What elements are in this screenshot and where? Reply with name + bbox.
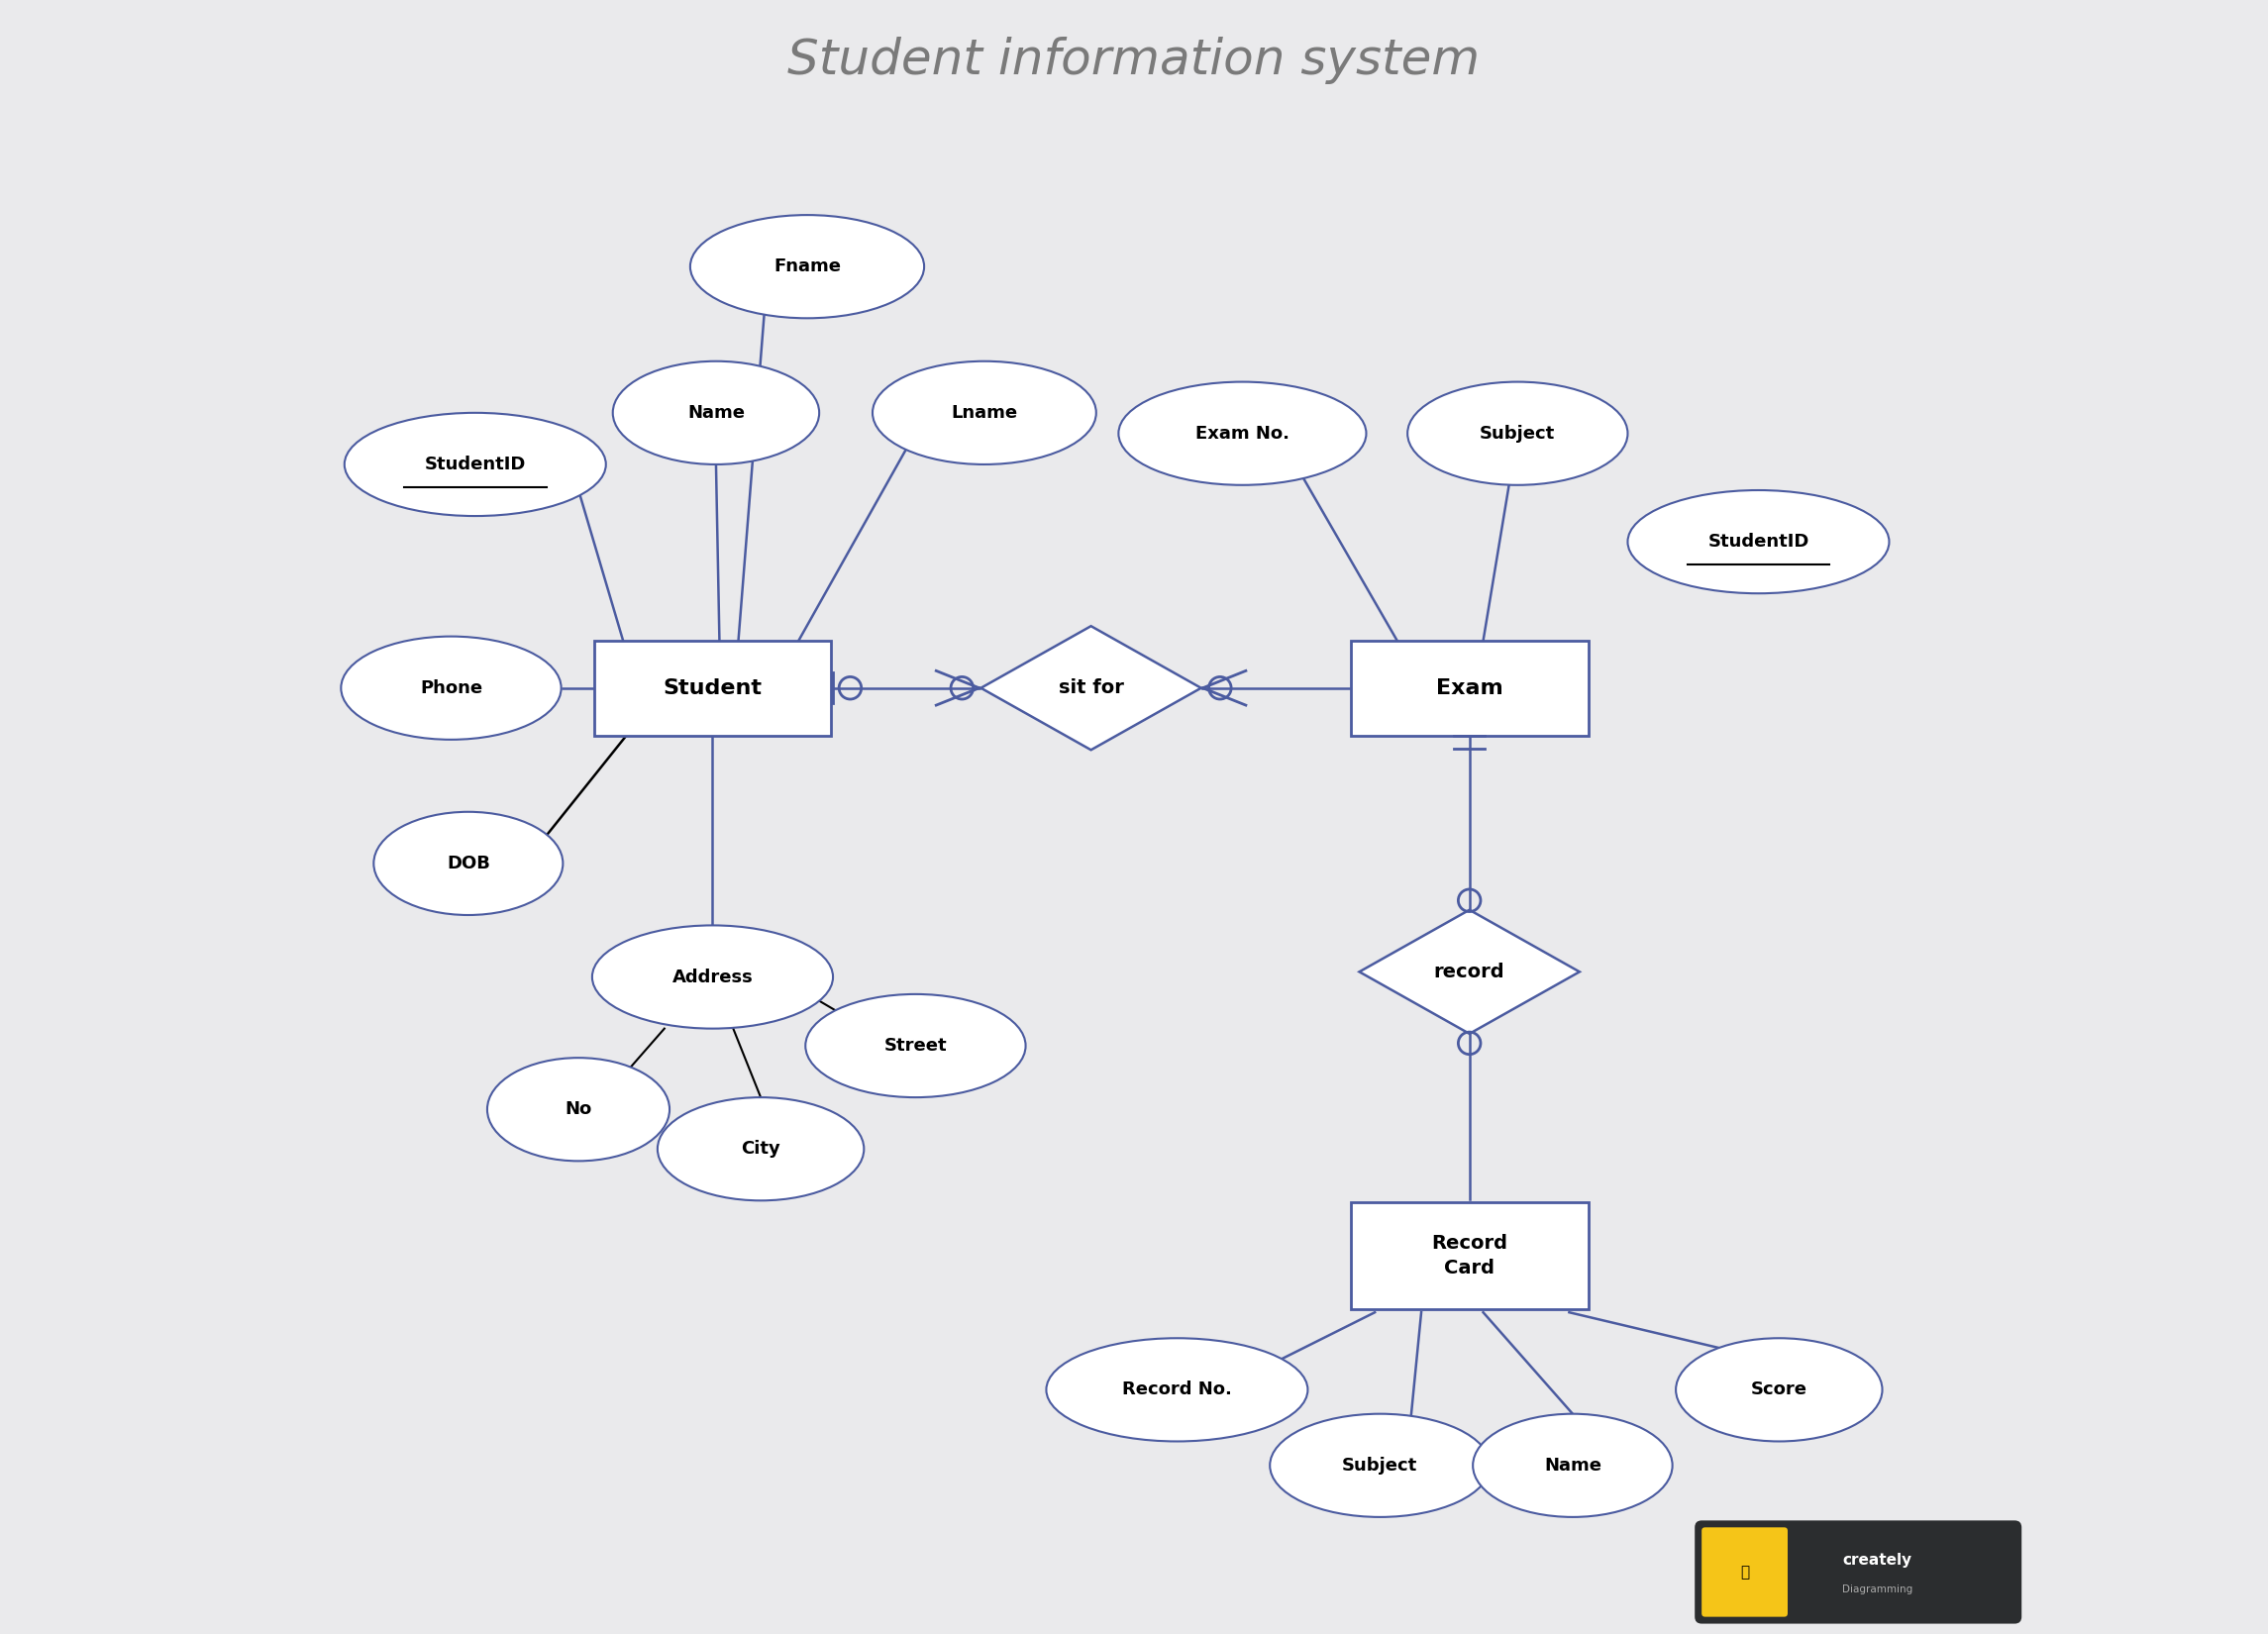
Text: Lname: Lname	[950, 404, 1018, 422]
FancyBboxPatch shape	[1701, 1528, 1787, 1616]
Text: Student: Student	[662, 678, 762, 698]
FancyBboxPatch shape	[1352, 1203, 1588, 1309]
Ellipse shape	[658, 1098, 864, 1201]
FancyBboxPatch shape	[1352, 641, 1588, 735]
Text: Name: Name	[687, 404, 744, 422]
Text: Score: Score	[1751, 1381, 1808, 1399]
Text: Diagramming: Diagramming	[1842, 1585, 1912, 1595]
Text: StudentID: StudentID	[1708, 533, 1810, 551]
FancyBboxPatch shape	[594, 641, 832, 735]
Ellipse shape	[873, 361, 1095, 464]
Text: record: record	[1433, 962, 1506, 980]
Text: 💡: 💡	[1740, 1565, 1749, 1580]
Ellipse shape	[1628, 490, 1889, 593]
FancyBboxPatch shape	[1694, 1521, 2021, 1624]
Text: Record No.: Record No.	[1123, 1381, 1232, 1399]
Text: creately: creately	[1842, 1552, 1912, 1567]
Ellipse shape	[374, 812, 562, 915]
Text: sit for: sit for	[1059, 678, 1123, 698]
Text: Address: Address	[671, 967, 753, 985]
Text: Record
Card: Record Card	[1431, 1234, 1508, 1278]
Polygon shape	[1359, 910, 1579, 1034]
Ellipse shape	[1408, 382, 1628, 485]
Ellipse shape	[1676, 1338, 1882, 1441]
Text: Phone: Phone	[420, 680, 483, 698]
Ellipse shape	[592, 925, 832, 1028]
Text: DOB: DOB	[447, 855, 490, 873]
Ellipse shape	[1118, 382, 1365, 485]
Ellipse shape	[345, 413, 606, 516]
Text: Exam No.: Exam No.	[1195, 425, 1290, 443]
Ellipse shape	[1472, 1413, 1672, 1516]
Ellipse shape	[340, 636, 560, 740]
Text: Name: Name	[1545, 1456, 1601, 1474]
Text: Student information system: Student information system	[787, 36, 1481, 83]
Text: Subject: Subject	[1343, 1456, 1418, 1474]
Ellipse shape	[488, 1057, 669, 1162]
Ellipse shape	[805, 993, 1025, 1098]
Text: City: City	[742, 1141, 780, 1159]
Text: Street: Street	[885, 1038, 948, 1054]
Text: Subject: Subject	[1479, 425, 1556, 443]
Text: Exam: Exam	[1436, 678, 1504, 698]
Text: Fname: Fname	[773, 258, 841, 276]
Ellipse shape	[612, 361, 819, 464]
Text: StudentID: StudentID	[424, 456, 526, 474]
Ellipse shape	[1046, 1338, 1309, 1441]
Ellipse shape	[1270, 1413, 1490, 1516]
Polygon shape	[980, 626, 1202, 750]
Text: No: No	[565, 1100, 592, 1118]
Ellipse shape	[689, 216, 923, 319]
